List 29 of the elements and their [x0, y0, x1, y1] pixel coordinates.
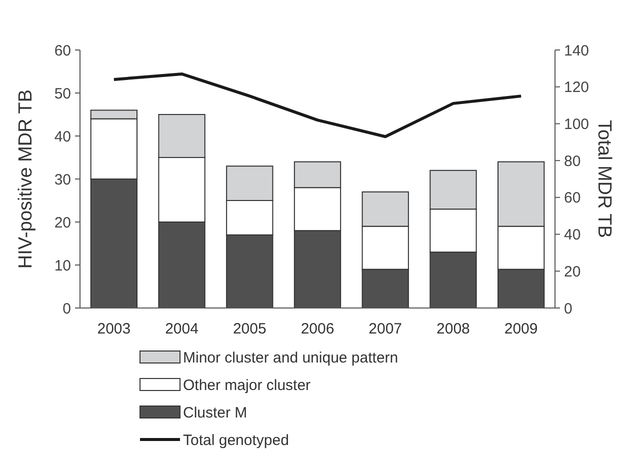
- y2-tick-label: 80: [564, 152, 581, 170]
- x-tick-label: 2009: [504, 320, 538, 338]
- legend-label: Other major cluster: [183, 376, 311, 394]
- y2-tick-label: 100: [564, 116, 590, 133]
- y-tick-label: 30: [54, 171, 71, 188]
- y2-axis-title: Total MDR TB: [593, 120, 614, 238]
- x-tick-label: 2006: [300, 320, 334, 338]
- x-tick-label: 2004: [165, 320, 198, 338]
- y-tick-label: 10: [54, 257, 71, 274]
- y2-tick-label: 120: [564, 79, 590, 96]
- y-tick-label: 0: [62, 300, 71, 318]
- legend-label: Minor cluster and unique pattern: [183, 349, 398, 366]
- y-tick-label: 60: [54, 42, 71, 60]
- legend-label: Total genotyped: [183, 432, 289, 449]
- y2-tick-label: 20: [564, 263, 581, 280]
- y-tick-label: 20: [54, 214, 71, 232]
- line-series: [112, 72, 523, 138]
- y2-tick-label: 40: [564, 226, 581, 244]
- x-tick-label: 2007: [368, 320, 402, 338]
- y-tick-label: 40: [54, 128, 71, 146]
- y2-tick-label: 60: [564, 190, 581, 207]
- x-tick-label: 2005: [232, 320, 266, 338]
- y-axis-title: HIV-positive MDR TB: [16, 89, 37, 269]
- x-tick-label: 2003: [97, 320, 131, 338]
- y-tick-label: 50: [54, 85, 71, 102]
- x-tick-label: 2008: [436, 320, 470, 338]
- y2-tick-label: 0: [564, 300, 572, 318]
- y2-tick-label: 140: [564, 42, 590, 60]
- legend-label: Cluster M: [183, 404, 248, 422]
